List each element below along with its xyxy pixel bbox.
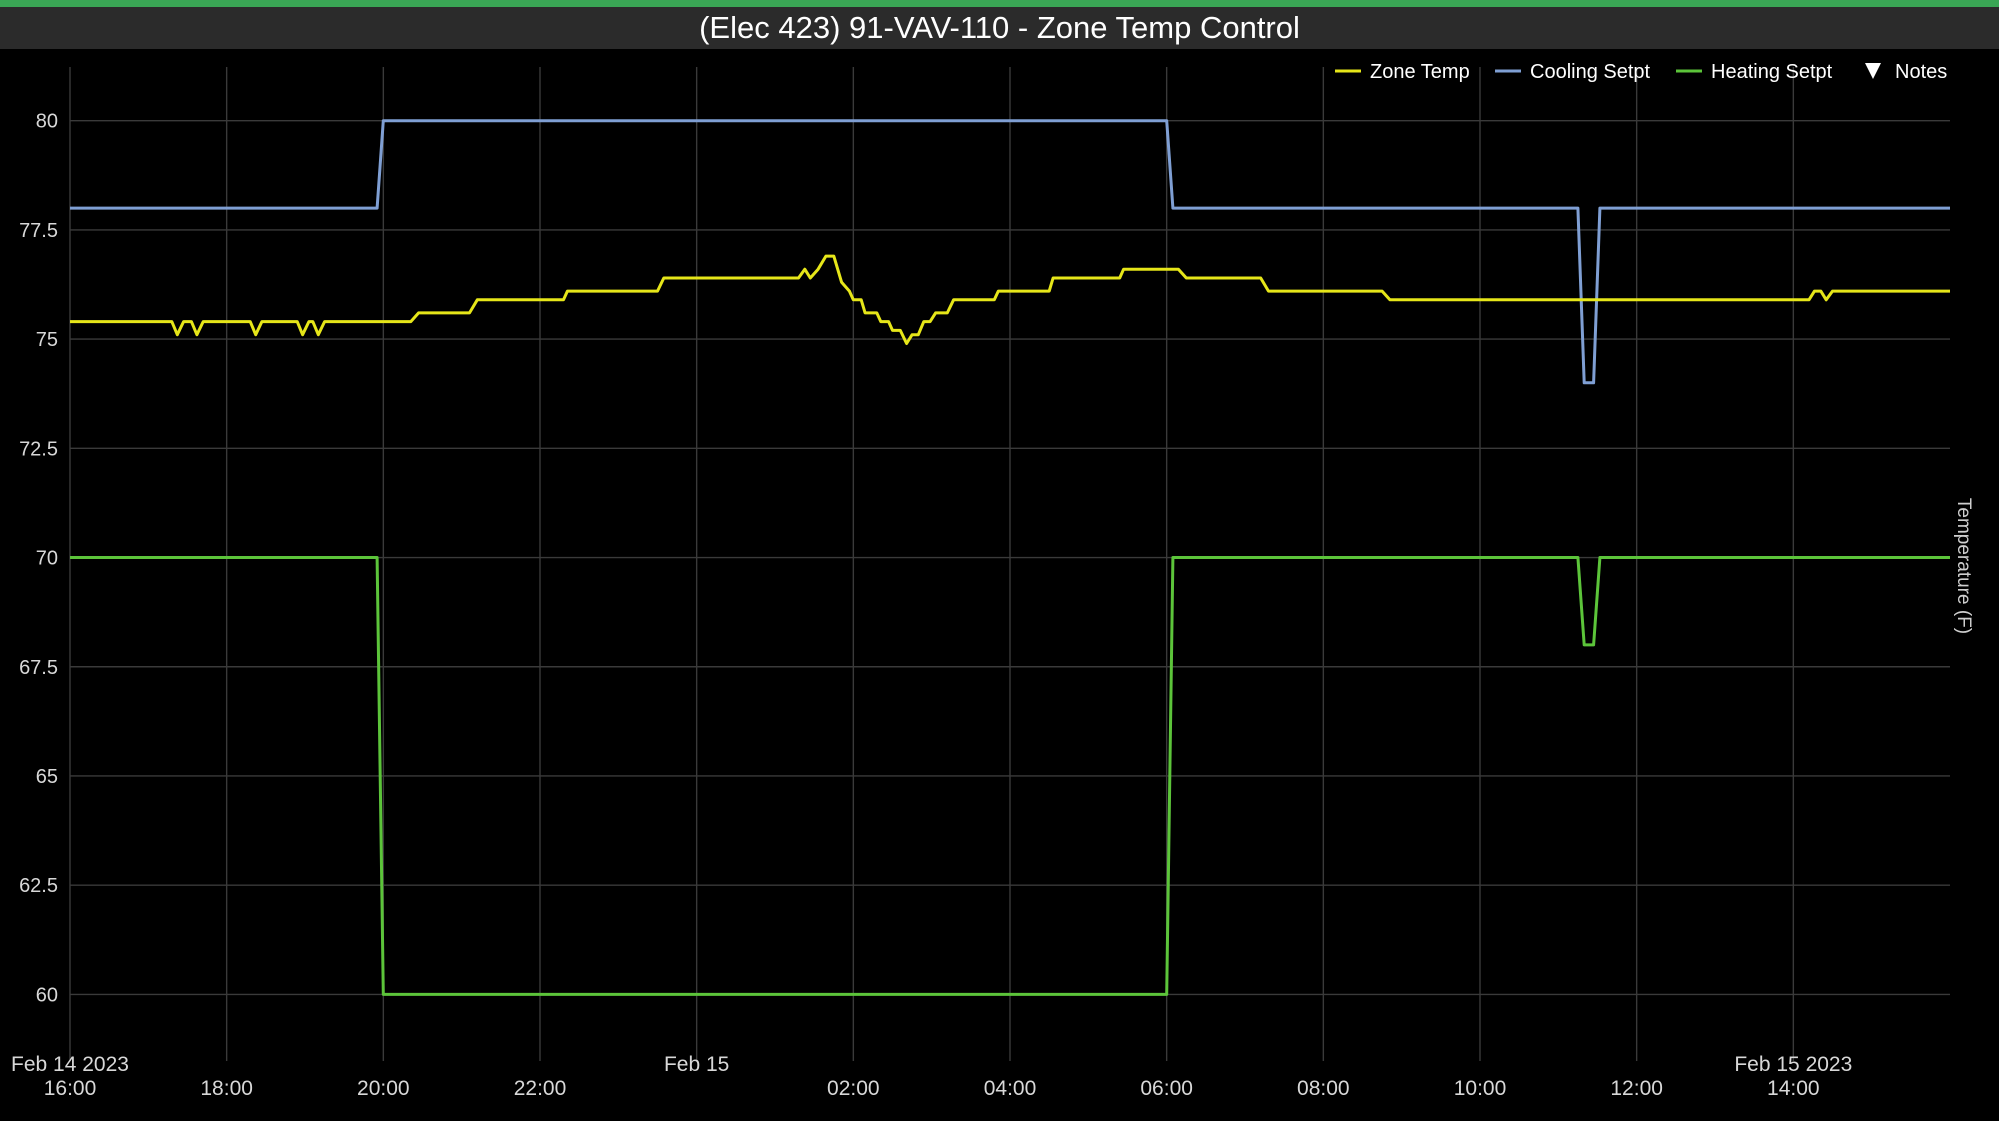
line-chart: 60 62.5 65 67.5 70 72.5 75 77.5 80 Feb 14 202316… (11, 61, 1974, 1100)
x-tick-time-label: 06:00 (1140, 1077, 1193, 1100)
x-tick-time-label: 04:00 (984, 1077, 1037, 1100)
legend-item-zone-temp[interactable]: Zone Temp (1335, 61, 1470, 83)
x-tick-time-label: 12:00 (1610, 1077, 1663, 1100)
grid-layer (69, 67, 1950, 1061)
legend-item-cooling-setpt[interactable]: Cooling Setpt (1495, 61, 1651, 83)
legend-label: Notes (1895, 61, 1947, 83)
x-tick-time-label: 16:00 (44, 1077, 97, 1100)
x-tick-time-label: 02:00 (827, 1077, 880, 1100)
y-tick-label: 65 (36, 766, 58, 788)
legend-label: Zone Temp (1370, 61, 1470, 83)
zone-temp-line (70, 254, 1950, 345)
x-tick-time-label: 08:00 (1297, 1077, 1350, 1100)
y-axis-ticks: 60 62.5 65 67.5 70 72.5 75 77.5 80 (19, 111, 58, 1007)
y-axis-title: Temperature (F) (1953, 498, 1974, 634)
x-tick-time-label: 22:00 (514, 1077, 567, 1100)
y-tick-label: 72.5 (19, 438, 58, 460)
x-tick-date-label: Feb 15 (664, 1053, 729, 1076)
legend-item-heating-setpt[interactable]: Heating Setpt (1676, 61, 1833, 83)
legend-label: Cooling Setpt (1530, 61, 1651, 83)
heating-setpt-line (70, 556, 1950, 996)
x-tick-date-label: Feb 14 2023 (11, 1053, 129, 1076)
accent-bar (0, 0, 1999, 7)
x-tick-time-label: 20:00 (357, 1077, 410, 1100)
chart-panel: 60 62.5 65 67.5 70 72.5 75 77.5 80 Feb 14 2023 16… (0, 49, 1999, 1115)
y-tick-label: 70 (36, 548, 58, 570)
x-tick-time-label: 10:00 (1454, 1077, 1507, 1100)
legend[interactable]: Zone Temp Cooling Setpt Heating Setpt Notes (1335, 61, 1947, 83)
legend-item-notes[interactable]: Notes (1865, 61, 1947, 83)
y-tick-label: 80 (36, 111, 58, 133)
chart-title: (Elec 423) 91-VAV-110 - Zone Temp Contro… (0, 7, 1999, 49)
y-tick-label: 77.5 (19, 220, 58, 242)
x-tick-time-label: 18:00 (200, 1077, 253, 1100)
y-tick-label: 75 (36, 329, 58, 351)
x-tick-time-label: 14:00 (1767, 1077, 1820, 1100)
x-tick-date-label: Feb 15 2023 (1734, 1053, 1852, 1076)
notes-triangle-icon (1865, 63, 1881, 79)
legend-label: Heating Setpt (1711, 61, 1833, 83)
cooling-setpt-line (70, 119, 1950, 385)
y-tick-label: 60 (36, 984, 58, 1006)
y-tick-label: 62.5 (19, 875, 58, 897)
y-tick-label: 67.5 (19, 657, 58, 679)
series-layer (70, 119, 1950, 996)
